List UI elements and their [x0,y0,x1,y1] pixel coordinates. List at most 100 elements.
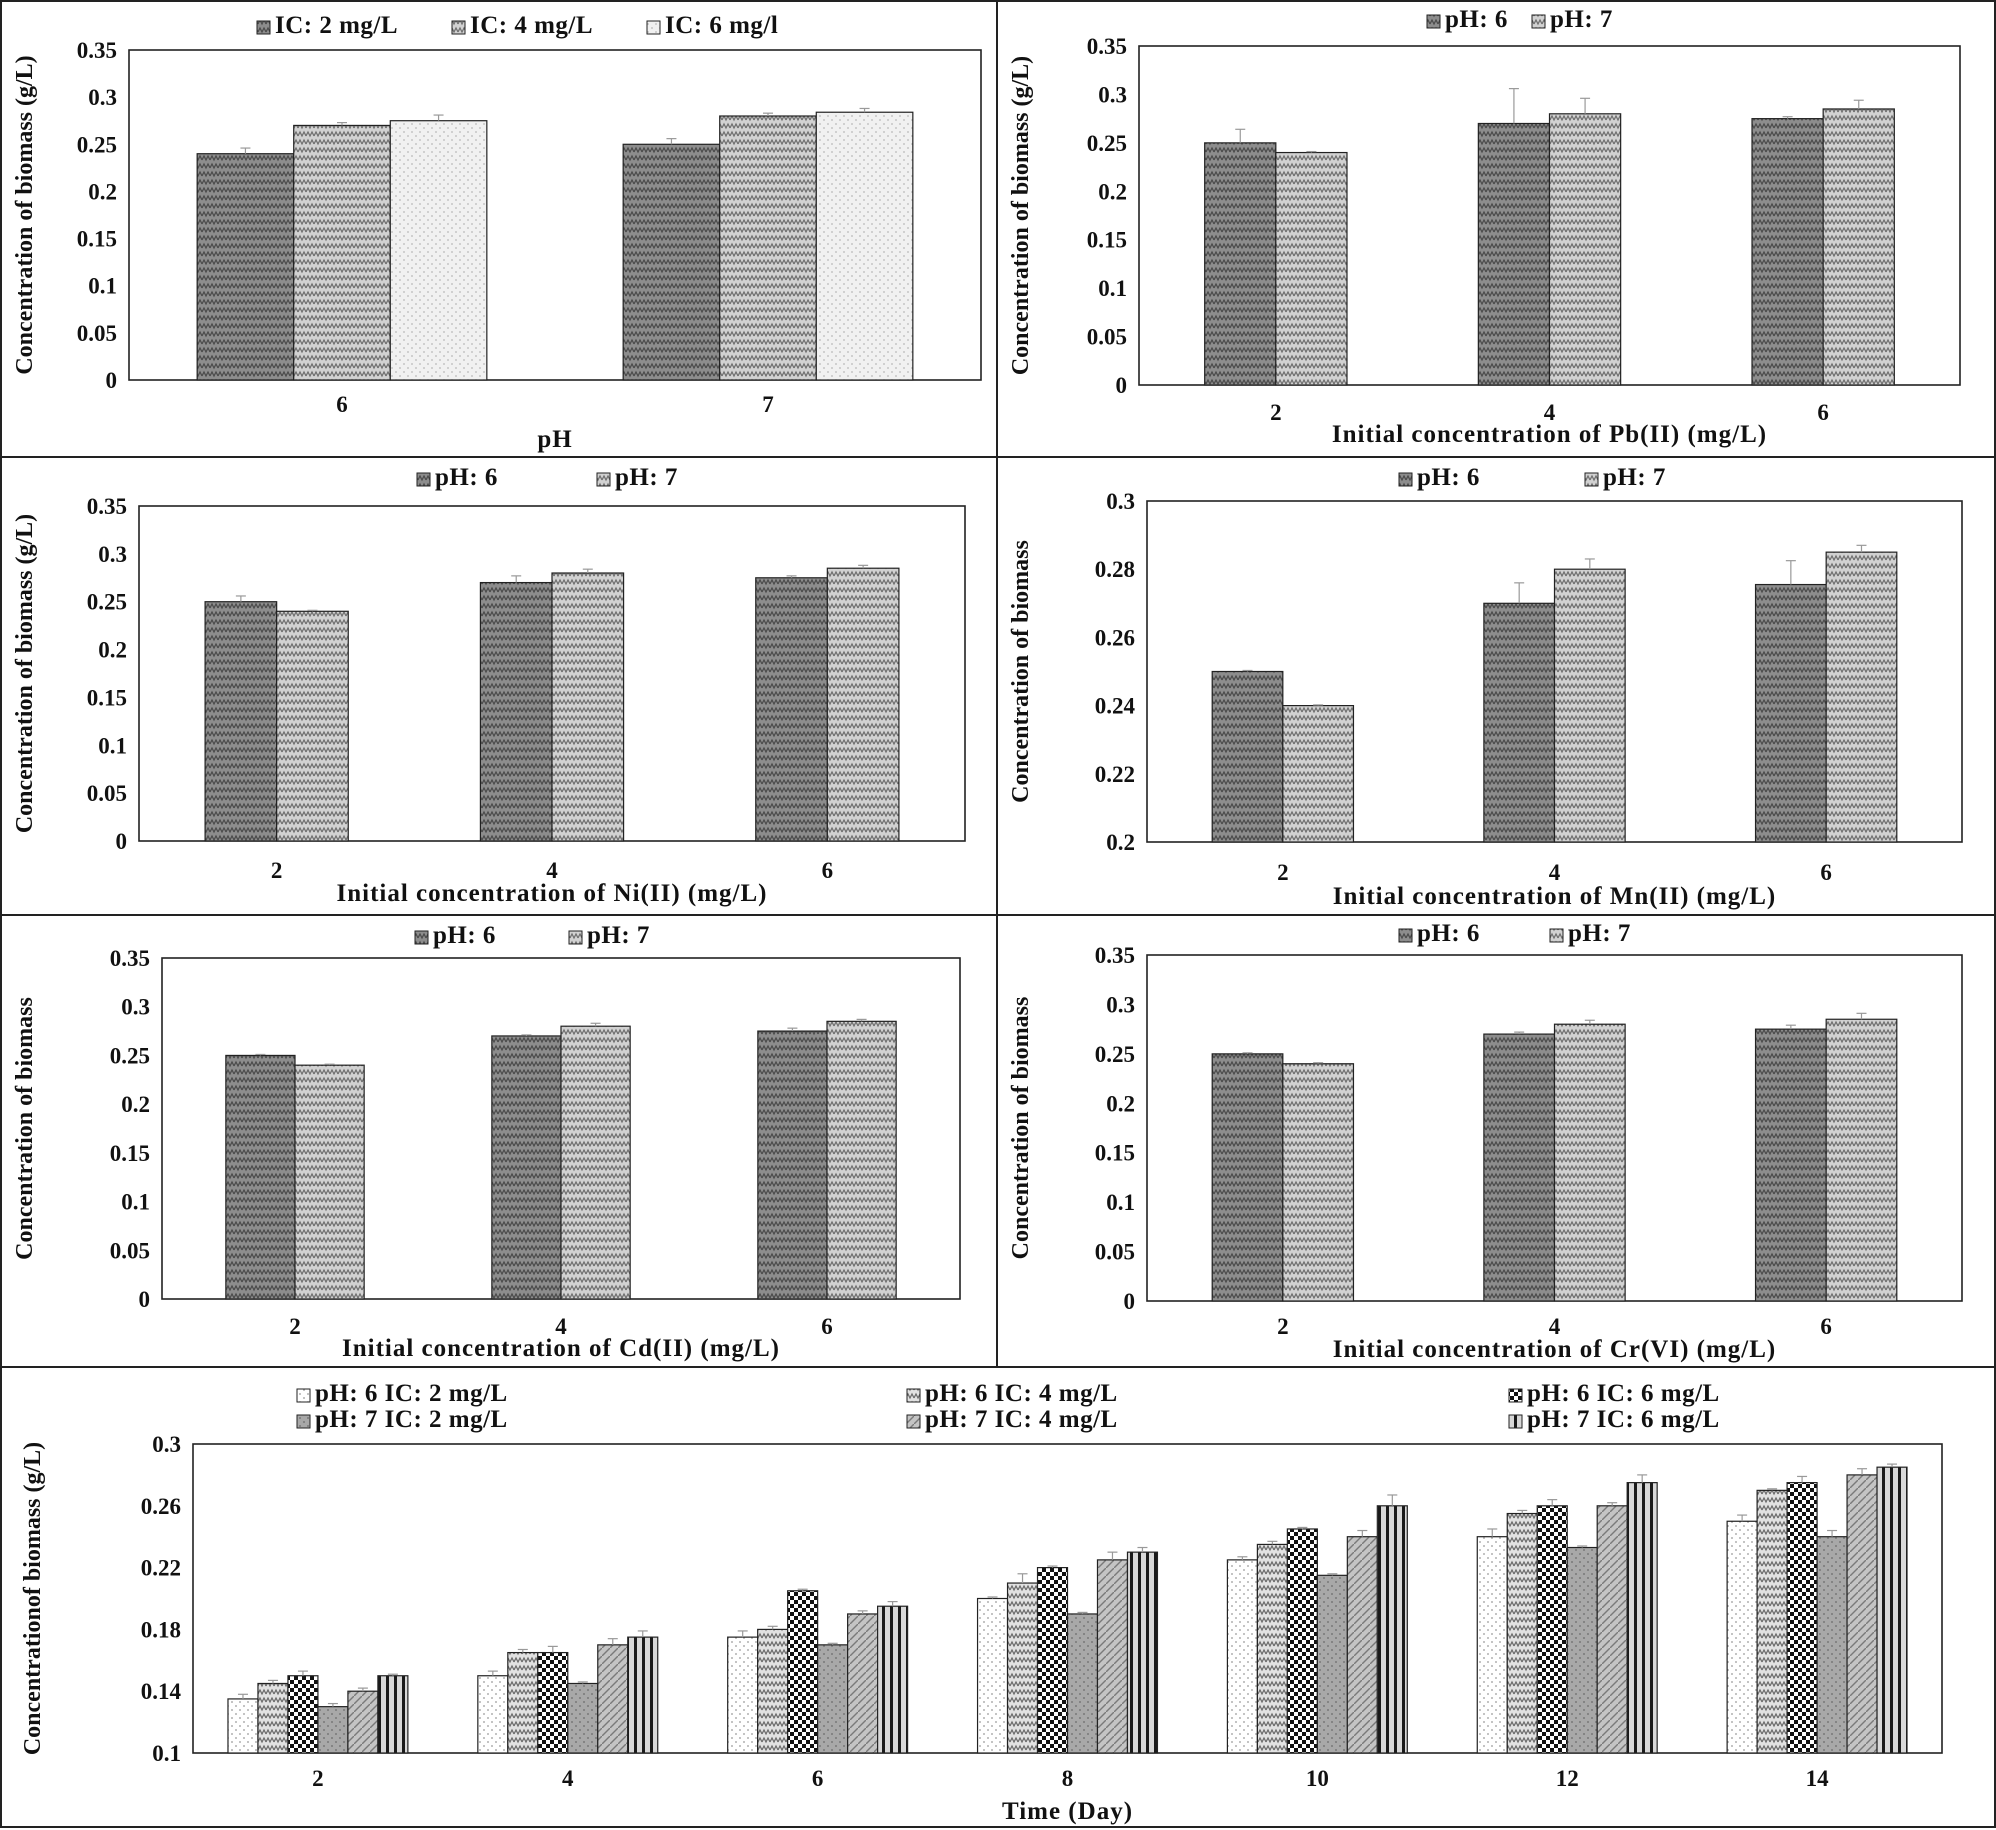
bar [1816,1536,1848,1754]
bar [815,111,914,381]
bar [1286,1528,1318,1754]
x-tick-label: 8 [1062,1766,1074,1791]
bar [567,1682,599,1754]
legend-swatch [256,20,271,35]
y-tick-label: 0.1 [121,1190,150,1215]
chart-pb: 0 0.05 0.1 0.15 0.2 0.25 0.3 0.35 2 4 6 Initial con… [1008,6,1961,448]
y-tick-label: 0.26 [141,1494,181,1519]
bar [1726,1520,1758,1754]
legend-swatch [1549,928,1564,943]
y-tick-label: 0.05 [87,781,127,806]
bar [477,1675,509,1754]
y-tick-label: 0.15 [87,685,127,710]
y-tick-label: 0.25 [1095,1042,1135,1067]
bar [1483,602,1556,843]
bar [507,1651,539,1754]
legend-label: IC: 2 mg/L [275,12,398,39]
x-tick-label: 6 [812,1766,824,1791]
bar [1786,1482,1818,1754]
legend-label: pH: 7 IC: 4 mg/L [925,1406,1118,1433]
y-tick-label: 0.25 [1087,131,1127,156]
y-tick-label: 0.25 [77,132,117,157]
chart-panel-time: 0.1 0.14 0.18 0.22 0.26 0.3 2 4 6 8 10 12 14 Time (Da… [0,1366,1996,1828]
legend-swatch [1508,1414,1523,1429]
chart-ni: 0 0.05 0.1 0.15 0.2 0.25 0.3 0.35 2 4 6 Initial con… [12,464,966,907]
y-tick-label: 0.1 [152,1741,181,1766]
y-tick-label: 0.22 [141,1556,181,1581]
bar [1754,1028,1827,1302]
y-tick-label: 0 [1116,373,1128,398]
bar [1483,1033,1556,1302]
bar [551,572,625,842]
legend-swatch [1398,928,1413,943]
legend-swatch [1398,472,1413,487]
y-tick-label: 0.05 [1095,1240,1135,1265]
bar [1548,113,1622,386]
y-tick-label: 0.22 [1095,762,1135,787]
bar [1096,1559,1129,1754]
legend-swatch [906,1388,921,1403]
x-axis-label: Initial concentration of Cd(II) (mg/L) [342,1335,780,1362]
bar [227,1698,259,1754]
legend-label: pH: 6 IC: 6 mg/L [1527,1380,1720,1407]
bar [1876,1466,1908,1754]
y-axis-label: Concentration of biomass [1008,997,1034,1260]
legend-label: pH: 6 IC: 2 mg/L [315,1380,508,1407]
y-tick-label: 0.25 [87,590,127,615]
x-tick-label: 2 [312,1766,324,1791]
bar [204,601,278,842]
y-tick-label: 0.15 [1095,1141,1135,1166]
bar [1756,1489,1788,1754]
y-axis-label: Concentration of biomass (g/L) [12,514,38,833]
bar [1316,1574,1348,1754]
y-axis-label: Concentration of biomass [1008,540,1034,803]
x-tick-label: 6 [1820,1314,1832,1339]
bar [1822,108,1895,386]
x-tick-label: 4 [1549,860,1561,885]
x-tick-label: 4 [555,1314,567,1339]
y-tick-label: 0.3 [121,995,150,1020]
x-axis-label: Initial concentration of Pb(II) (mg/L) [1332,421,1767,448]
y-tick-label: 0.26 [1095,625,1135,650]
bar [1275,151,1348,386]
legend-swatch [1584,472,1599,487]
bar [755,577,828,842]
x-tick-label: 6 [336,392,348,417]
bar [1036,1567,1069,1754]
chart-cd: 0 0.05 0.1 0.15 0.2 0.25 0.3 0.35 2 4 6 Initial con… [12,922,961,1362]
legend-label: pH: 6 IC: 4 mg/L [925,1380,1118,1407]
y-tick-label: 0.3 [88,85,117,110]
y-tick-label: 0.3 [98,542,127,567]
y-tick-label: 0.05 [110,1238,150,1263]
y-tick-label: 0.1 [88,274,117,299]
bar [1211,670,1284,843]
y-tick-label: 0.2 [88,179,117,204]
legend-label: IC: 6 mg/l [665,12,778,39]
bar [347,1690,379,1754]
legend-swatch [568,930,583,945]
x-tick-label: 10 [1306,1766,1329,1791]
legend-label: pH: 6 [435,464,498,491]
legend-swatch [1426,14,1441,29]
y-tick-label: 0.2 [121,1092,150,1117]
bar [627,1636,659,1754]
legend-label: pH: 7 IC: 2 mg/L [315,1406,508,1433]
bar [757,1628,789,1754]
bar [1566,1546,1598,1754]
x-tick-label: 6 [821,1314,833,1339]
bar [826,567,900,842]
legend-label: pH: 7 IC: 6 mg/L [1527,1406,1720,1433]
bar [622,143,721,381]
legend-swatch [1508,1388,1523,1403]
x-tick-label: 2 [1277,1314,1289,1339]
y-tick-label: 0 [106,368,118,393]
y-tick-label: 0.28 [1095,557,1135,582]
y-tick-label: 0.2 [1106,830,1135,855]
chart-panel-pb: 0 0.05 0.1 0.15 0.2 0.25 0.3 0.35 2 4 6 Initial con… [996,0,1996,458]
bar [1256,1543,1288,1754]
bar [976,1597,1009,1754]
y-tick-label: 0.35 [110,946,150,971]
bar [847,1613,879,1754]
y-tick-label: 0.15 [1087,228,1127,253]
bar [1476,1536,1508,1754]
